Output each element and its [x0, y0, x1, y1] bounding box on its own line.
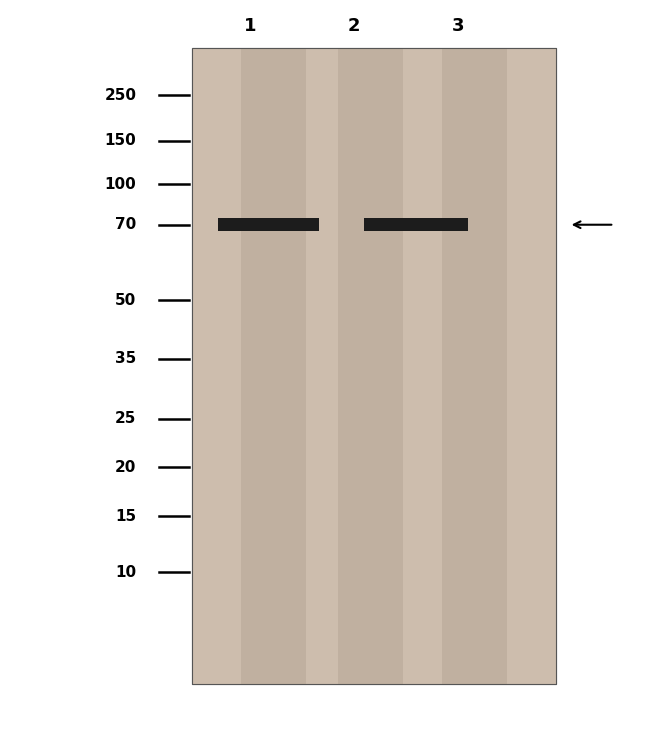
Bar [364, 218, 468, 231]
Bar [192, 48, 240, 684]
Bar [306, 48, 338, 684]
Bar [192, 48, 556, 684]
Bar [403, 48, 442, 684]
Bar [192, 48, 556, 684]
Text: 35: 35 [115, 351, 136, 366]
Text: 25: 25 [115, 411, 136, 426]
Bar [507, 48, 556, 684]
Text: 100: 100 [105, 177, 136, 192]
Text: 10: 10 [116, 565, 136, 580]
Text: 20: 20 [115, 460, 136, 474]
Text: 70: 70 [115, 217, 136, 232]
Text: 150: 150 [105, 133, 136, 148]
Text: 250: 250 [105, 88, 136, 102]
Text: 50: 50 [115, 293, 136, 307]
Text: 15: 15 [116, 509, 136, 523]
Text: 3: 3 [452, 17, 465, 34]
Text: 1: 1 [244, 17, 257, 34]
Bar [218, 218, 318, 231]
Bar [338, 48, 403, 684]
Bar [442, 48, 507, 684]
Bar [240, 48, 306, 684]
Text: 2: 2 [348, 17, 361, 34]
